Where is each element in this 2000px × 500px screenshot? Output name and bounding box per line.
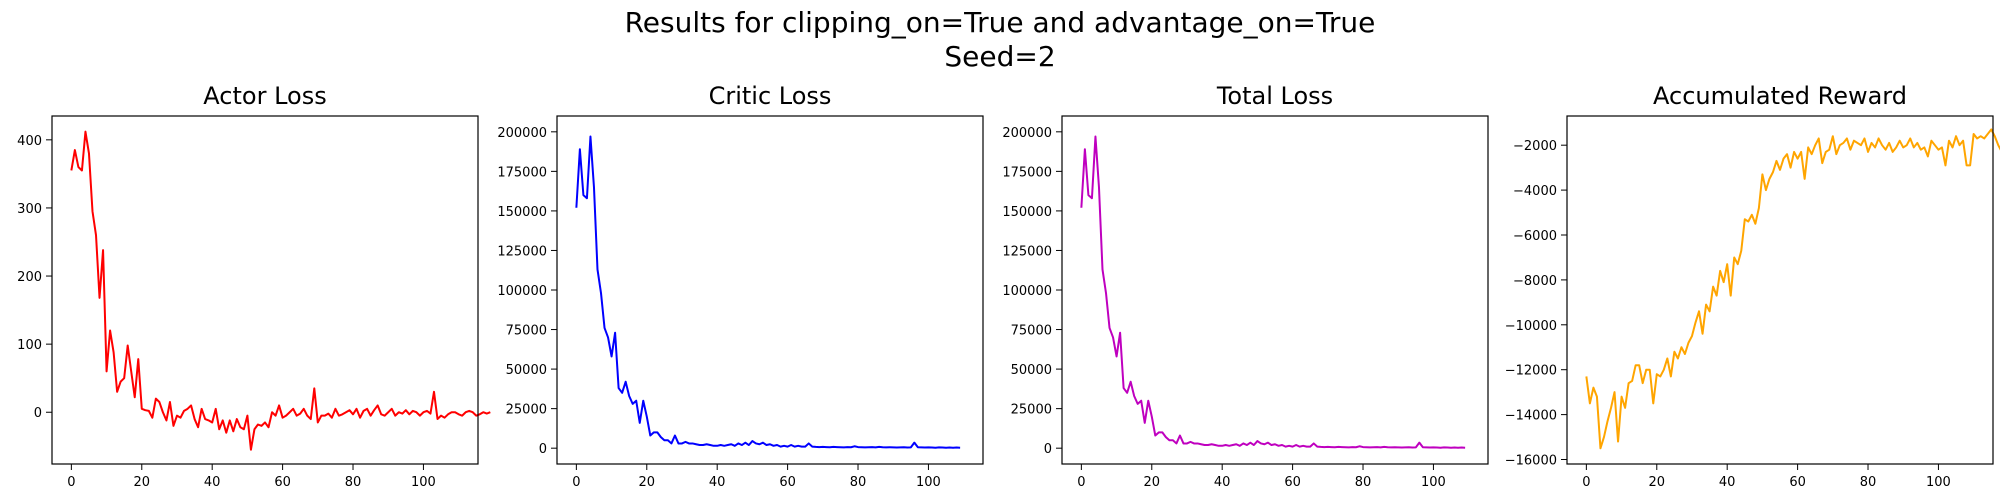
- y-tick-label: 0: [539, 442, 547, 457]
- y-tick-label: 200000: [1002, 126, 1052, 141]
- plot-frame: [1061, 115, 1489, 465]
- series-line-1: [70, 130, 491, 451]
- series-line-1: [1585, 128, 2000, 450]
- y-tick-label: −12000: [1505, 364, 1557, 379]
- y-tick-label: 25000: [1011, 403, 1052, 418]
- x-tick-label: 20: [1144, 475, 1161, 490]
- x-tick-label: 60: [779, 475, 796, 490]
- y-tick-label: 400: [17, 134, 42, 149]
- x-tick-label: 80: [345, 475, 362, 490]
- x-tick-label: 60: [1284, 475, 1301, 490]
- y-tick-label: 50000: [506, 363, 547, 378]
- x-tick-label: 100: [916, 475, 941, 490]
- y-tick-label: 100: [17, 338, 42, 353]
- chart-title: Critic Loss: [709, 82, 832, 110]
- chart-panel-1: Actor Loss 0 20 40 60 80 100 0 100 200 300 400: [17, 82, 491, 490]
- chart-panel-3: Total Loss 0 20 40 60 80 100 0 25000 50000 75000 10…: [1002, 82, 1489, 490]
- y-tick-label: 300: [17, 202, 42, 217]
- x-tick-label: 40: [1719, 475, 1736, 490]
- x-tick-label: 0: [572, 475, 580, 490]
- x-tick-label: 0: [1582, 475, 1590, 490]
- y-tick-label: −10000: [1505, 319, 1557, 334]
- x-tick-label: 60: [274, 475, 291, 490]
- y-tick-label: −16000: [1505, 454, 1557, 469]
- x-tick-label: 0: [1077, 475, 1085, 490]
- x-tick-label: 80: [1860, 475, 1877, 490]
- y-tick-label: 0: [1044, 442, 1052, 457]
- chart-panel-4: Accumulated Reward 0 20 40 60 80 100 −16000 −140…: [1505, 82, 2000, 490]
- x-tick-label: 0: [67, 475, 75, 490]
- y-tick-label: 200000: [497, 126, 547, 141]
- x-tick-label: 60: [1789, 475, 1806, 490]
- y-tick-label: 125000: [1002, 244, 1052, 259]
- x-tick-label: 100: [1926, 475, 1951, 490]
- x-tick-label: 40: [1214, 475, 1231, 490]
- suptitle-line-1: Results for clipping_on=True and advanta…: [624, 6, 1376, 39]
- x-tick-label: 100: [411, 475, 436, 490]
- y-tick-label: 150000: [1002, 205, 1052, 220]
- y-tick-label: 25000: [506, 403, 547, 418]
- y-tick-label: 200: [17, 270, 42, 285]
- chart-title: Total Loss: [1216, 82, 1333, 110]
- y-tick-label: 75000: [1011, 324, 1052, 339]
- y-tick-label: 75000: [506, 324, 547, 339]
- x-tick-label: 100: [1421, 475, 1446, 490]
- x-tick-label: 80: [850, 475, 867, 490]
- suptitle-line-2: Seed=2: [944, 40, 1056, 73]
- y-tick-label: −8000: [1513, 274, 1557, 289]
- y-tick-label: 175000: [497, 165, 547, 180]
- chart-panel-2: Critic Loss 0 20 40 60 80 100 0 25000 50000 75000 1…: [497, 82, 984, 490]
- y-tick-label: −6000: [1513, 229, 1557, 244]
- x-tick-label: 20: [1649, 475, 1666, 490]
- x-tick-label: 80: [1355, 475, 1372, 490]
- series-line-1: [1080, 135, 1466, 449]
- y-tick-label: 100000: [497, 284, 547, 299]
- plot-frame: [1566, 115, 1994, 465]
- figure-suptitle: Results for clipping_on=True and advanta…: [0, 6, 2000, 74]
- y-tick-label: 175000: [1002, 165, 1052, 180]
- y-tick-label: −2000: [1513, 139, 1557, 154]
- y-tick-label: 50000: [1011, 363, 1052, 378]
- y-tick-label: −14000: [1505, 409, 1557, 424]
- y-tick-label: 125000: [497, 244, 547, 259]
- x-tick-label: 20: [134, 475, 151, 490]
- x-tick-label: 40: [709, 475, 726, 490]
- y-tick-label: 100000: [1002, 284, 1052, 299]
- y-tick-label: 150000: [497, 205, 547, 220]
- series-line-1: [575, 135, 961, 449]
- plot-frame: [556, 115, 984, 465]
- chart-title: Accumulated Reward: [1653, 82, 1907, 110]
- y-tick-label: −4000: [1513, 184, 1557, 199]
- x-tick-label: 40: [204, 475, 221, 490]
- chart-title: Actor Loss: [203, 82, 326, 110]
- x-tick-label: 20: [639, 475, 656, 490]
- y-tick-label: 0: [34, 406, 42, 421]
- plot-frame: [51, 115, 479, 465]
